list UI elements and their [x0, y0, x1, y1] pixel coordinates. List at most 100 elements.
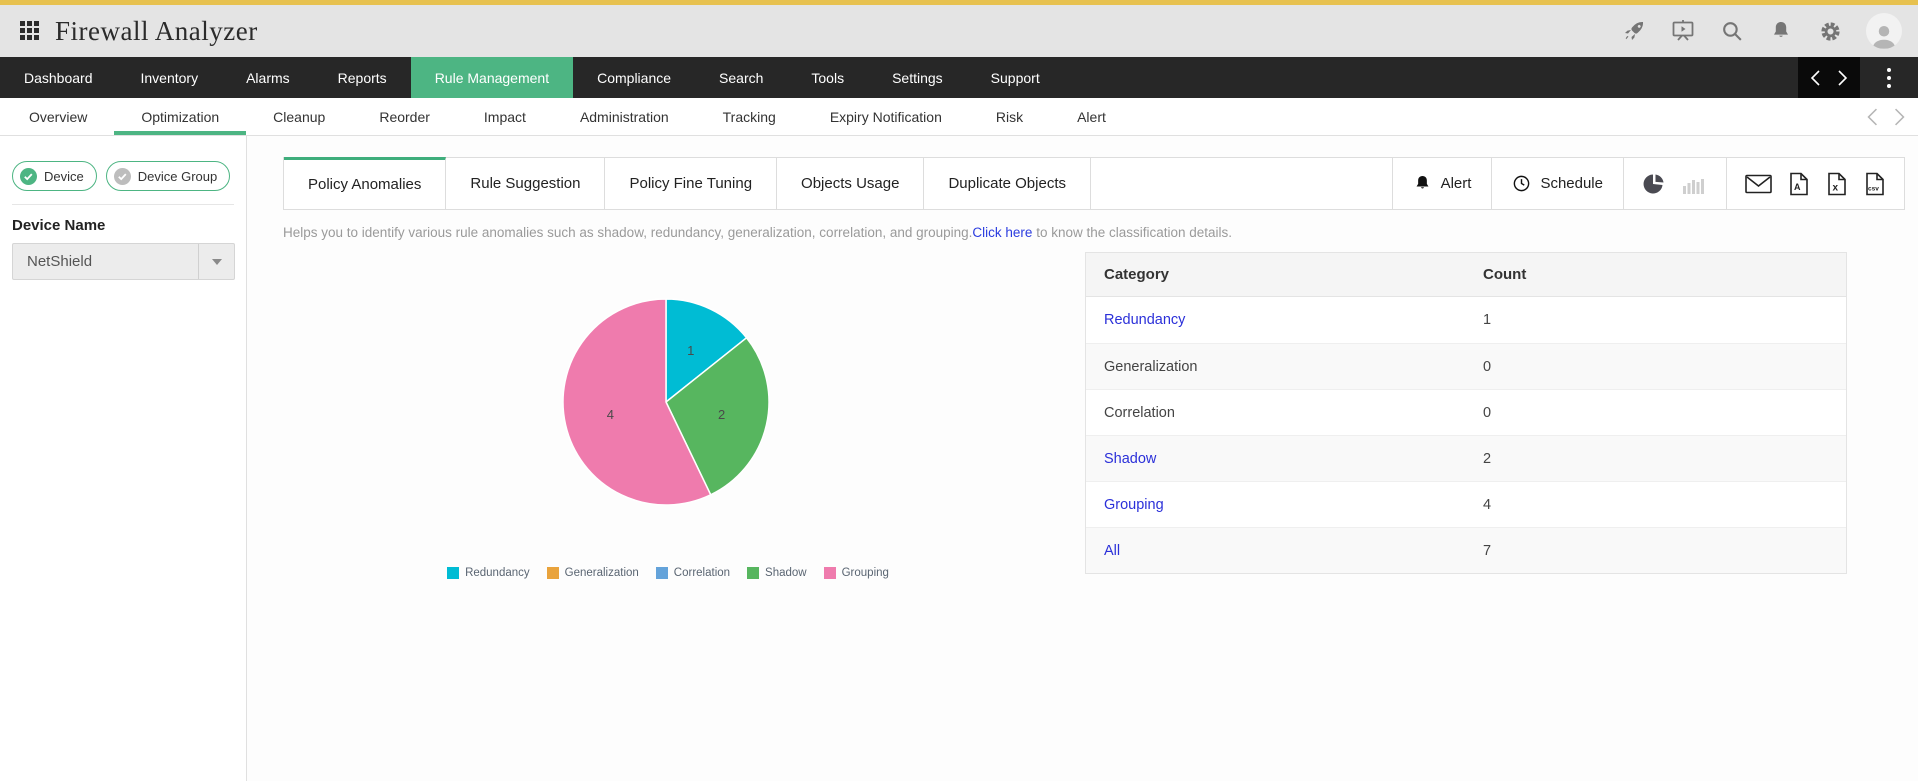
nav-item-dashboard[interactable]: Dashboard [24, 69, 93, 86]
table-row: Grouping 4 [1086, 481, 1846, 527]
nav-item-search[interactable]: Search [719, 69, 764, 86]
toolbar-separator [1623, 158, 1624, 209]
table-row: Shadow 2 [1086, 435, 1846, 481]
subnav-item-alert[interactable]: Alert [1077, 108, 1106, 125]
settings-gear-icon[interactable] [1817, 18, 1843, 44]
anomaly-pie-chart[interactable]: 1 2 4 [561, 297, 771, 507]
export-excel-icon[interactable]: x [1826, 172, 1848, 196]
check-circle-icon [20, 167, 37, 185]
subnav-item-expiry-notification[interactable]: Expiry Notification [829, 108, 942, 125]
toolbar-actions: Alert Schedule [1391, 158, 1904, 209]
count-value: 4 [1483, 496, 1492, 513]
subnav-item-optimization[interactable]: Optimization [114, 98, 247, 135]
legend-label: Generalization [564, 567, 639, 579]
legend-swatch [747, 567, 760, 579]
nav-item-reports[interactable]: Reports [337, 69, 387, 86]
select-caret[interactable] [198, 244, 234, 279]
count-value: 0 [1483, 358, 1492, 375]
pie-slice-shadow[interactable] [665, 336, 770, 496]
chevron-right-icon [1838, 69, 1848, 86]
legend-item-generalization[interactable]: Generalization [546, 567, 639, 579]
click-here-link[interactable]: Click here [972, 225, 1033, 240]
legend-item-redundancy[interactable]: Redundancy [447, 567, 530, 579]
device-name-select[interactable]: NetShield [12, 243, 235, 280]
tab-policy-anomalies[interactable]: Policy Anomalies [284, 157, 447, 209]
pie-slice-grouping[interactable] [562, 298, 712, 506]
pie-chart-view-icon[interactable] [1642, 172, 1666, 196]
nav-item-settings[interactable]: Settings [892, 69, 943, 86]
alert-button[interactable]: Alert [1393, 158, 1492, 209]
tab-duplicate-objects[interactable]: Duplicate Objects [924, 158, 1091, 209]
legend-item-grouping[interactable]: Grouping [823, 567, 889, 579]
nav-item-rule-management[interactable]: Rule Management [410, 57, 574, 98]
subnav-item-tracking[interactable]: Tracking [722, 108, 776, 125]
main-nav: Dashboard Inventory Alarms Reports Rule Mana… [0, 57, 1918, 98]
report-toolbar: Policy Anomalies Rule Suggestion Policy Fi… [283, 157, 1905, 210]
nav-item-inventory[interactable]: Inventory [140, 69, 199, 86]
export-actions: A x csv [1727, 158, 1904, 209]
export-pdf-icon[interactable]: A [1788, 172, 1810, 196]
subnav-item-risk[interactable]: Risk [995, 108, 1024, 125]
tab-objects-usage[interactable]: Objects Usage [777, 158, 925, 209]
search-icon[interactable] [1719, 18, 1745, 44]
bar-chart-view-icon[interactable] [1682, 174, 1708, 194]
nav-item-tools[interactable]: Tools [811, 69, 845, 86]
category-link-shadow[interactable]: Shadow [1104, 450, 1157, 467]
tab-policy-fine-tuning[interactable]: Policy Fine Tuning [605, 158, 778, 209]
device-toggle-label: Device [44, 168, 84, 184]
table-body: Redundancy 1 Generalization 0 Correlation 0 Sh… [1086, 297, 1846, 573]
chevron-right-icon[interactable] [1893, 108, 1906, 126]
report-tabs: Policy Anomalies Rule Suggestion Policy Fi… [284, 157, 1091, 209]
email-icon[interactable] [1745, 174, 1772, 194]
category-link-all[interactable]: All [1104, 542, 1121, 559]
dots-vertical-icon [1887, 67, 1891, 88]
subnav-item-impact[interactable]: Impact [483, 108, 526, 125]
chevron-left-icon [1810, 69, 1820, 86]
pie-slice-value: 4 [607, 407, 614, 422]
category-link-grouping[interactable]: Grouping [1104, 496, 1164, 513]
tab-rule-suggestion[interactable]: Rule Suggestion [446, 158, 606, 209]
chevron-left-icon[interactable] [1866, 108, 1879, 126]
legend-label: Grouping [841, 567, 889, 579]
table-row: Correlation 0 [1086, 389, 1846, 435]
nav-pager[interactable] [1798, 57, 1860, 98]
device-group-toggle-button[interactable]: Device Group [105, 161, 231, 191]
subnav-item-administration[interactable]: Administration [579, 108, 669, 125]
nav-item-compliance[interactable]: Compliance [597, 69, 672, 86]
notifications-bell-icon[interactable] [1768, 18, 1794, 44]
subnav-item-reorder[interactable]: Reorder [379, 108, 430, 125]
toolbar-separator [1491, 158, 1493, 209]
category-link-redundancy[interactable]: Redundancy [1104, 312, 1186, 328]
nav-overflow-menu[interactable] [1860, 57, 1918, 98]
presentation-icon[interactable] [1670, 18, 1696, 44]
alert-button-label: Alert [1440, 175, 1472, 192]
table-row: Redundancy 1 [1086, 297, 1846, 343]
category-column-header: Category [1104, 266, 1170, 283]
subnav-item-cleanup[interactable]: Cleanup [273, 108, 326, 125]
caret-down-icon [211, 258, 222, 265]
legend-swatch [447, 567, 460, 579]
clock-icon [1514, 175, 1530, 192]
pie-slice-redundancy[interactable] [665, 298, 748, 404]
chart-area: 1 2 4 Redundancy Generalization Correlation S… [283, 252, 1085, 579]
svg-text:csv: csv [1868, 185, 1879, 192]
subnav-item-overview[interactable]: Overview [29, 108, 88, 125]
rocket-icon[interactable] [1621, 18, 1647, 44]
legend-item-shadow[interactable]: Shadow [747, 567, 807, 579]
subnav-pager [1866, 98, 1918, 135]
device-toggle-button[interactable]: Device [12, 161, 97, 191]
svg-text:A: A [1794, 182, 1801, 192]
legend-item-correlation[interactable]: Correlation [655, 567, 730, 579]
apps-grid-icon[interactable] [20, 20, 41, 42]
description-text: Helps you to identify various rule anoma… [283, 225, 973, 240]
nav-item-support[interactable]: Support [990, 69, 1040, 86]
export-csv-icon[interactable]: csv [1864, 172, 1886, 196]
count-value: 0 [1483, 404, 1492, 421]
device-group-toggle-label: Device Group [137, 168, 218, 184]
user-avatar[interactable] [1866, 13, 1902, 49]
schedule-button[interactable]: Schedule [1492, 158, 1623, 209]
nav-item-alarms[interactable]: Alarms [246, 69, 290, 86]
toolbar-separator [1726, 158, 1727, 209]
device-name-label: Device Name [12, 217, 106, 234]
